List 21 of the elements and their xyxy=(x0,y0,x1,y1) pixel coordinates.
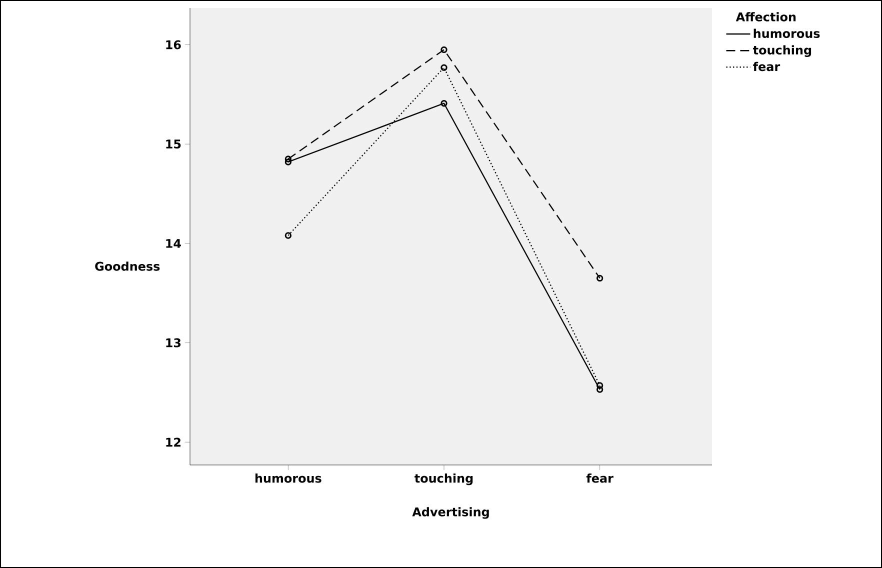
y-tick-label: 13 xyxy=(166,338,181,348)
point xyxy=(440,64,448,71)
y-tick-label: 16 xyxy=(166,40,181,50)
legend-label: humorous xyxy=(754,28,820,38)
point xyxy=(284,232,292,239)
y-axis-title: Goodness xyxy=(95,262,160,271)
point xyxy=(596,382,604,389)
legend-title: Affection xyxy=(736,12,796,22)
x-tick-label: fear xyxy=(586,474,614,483)
legend-label: fear xyxy=(753,62,780,72)
x-tick-label: humorous xyxy=(255,474,322,483)
point xyxy=(284,156,292,162)
y-tick-label: 15 xyxy=(166,140,181,149)
y-tick-label: 14 xyxy=(166,239,181,248)
point xyxy=(440,46,448,54)
x-tick-label: touching xyxy=(414,474,473,486)
x-axis-title: Advertising xyxy=(412,507,489,519)
point xyxy=(596,274,604,282)
point xyxy=(440,100,448,107)
legend-label: touching xyxy=(752,45,812,57)
y-tick-label: 12 xyxy=(166,438,180,447)
